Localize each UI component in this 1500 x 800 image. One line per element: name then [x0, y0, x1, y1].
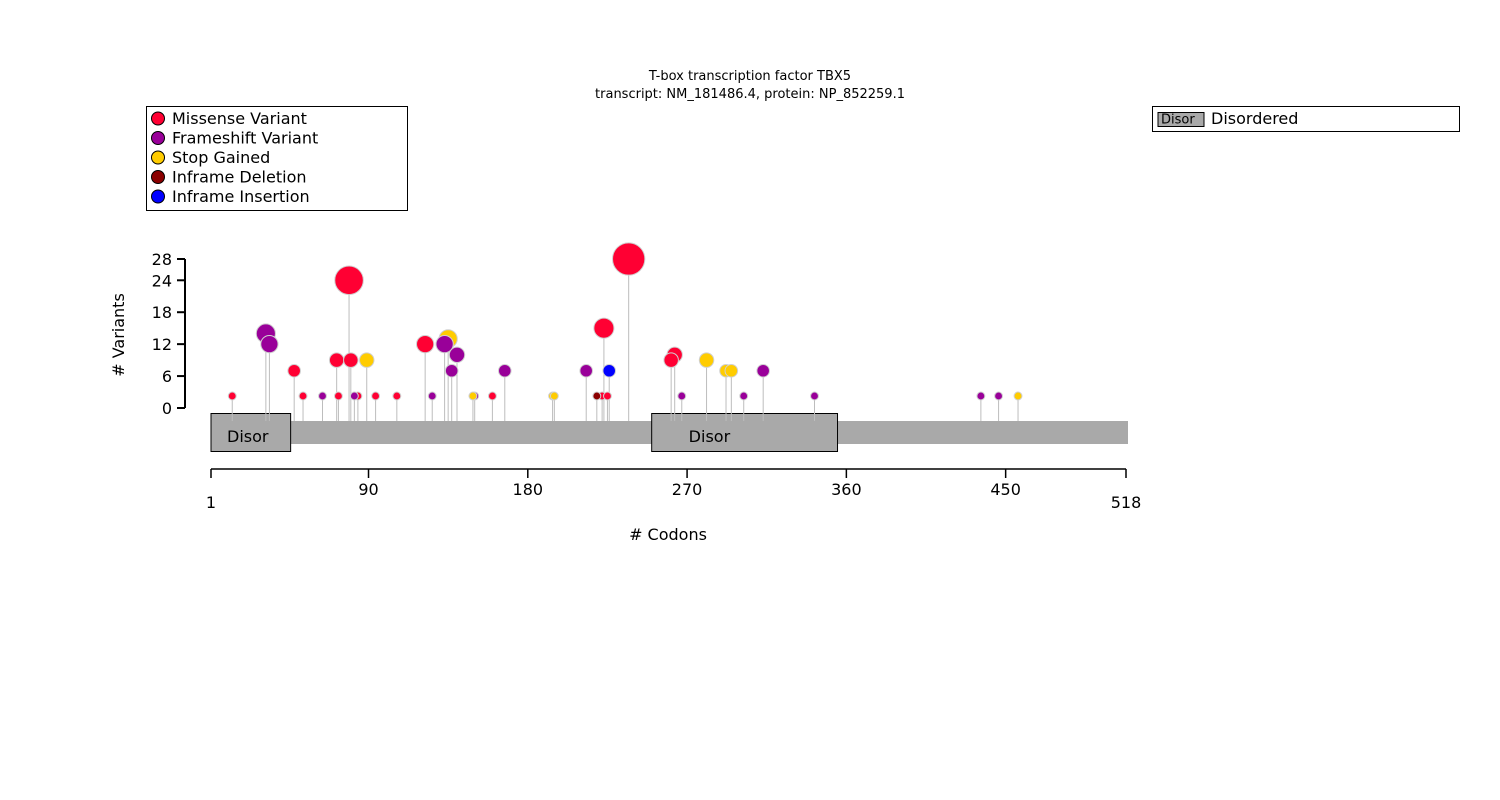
lollipop-head — [371, 391, 381, 401]
x-tick-label: 450 — [990, 480, 1021, 499]
y-tick-label: 28 — [152, 250, 172, 269]
x-axis: 1 90 180 270 360 450 518 — [206, 468, 1142, 512]
domain-label: Disor — [689, 427, 731, 446]
lollipop-head — [260, 335, 279, 354]
lollipop-head — [549, 391, 559, 401]
legend-label: Inframe Insertion — [172, 187, 310, 206]
x-tick-label: 180 — [513, 480, 544, 499]
y-tick-label: 12 — [152, 335, 172, 354]
lollipop-head — [328, 352, 345, 368]
lollipop-head — [810, 391, 819, 401]
lollipop-head — [416, 335, 435, 354]
lollipop-head — [349, 391, 359, 401]
y-axis: 0 6 12 18 24 28 — [152, 250, 186, 418]
variant-legend-box — [146, 106, 408, 211]
lollipop-head — [593, 317, 615, 339]
lollipop-head — [448, 346, 466, 363]
y-axis-label: # Variants — [109, 293, 128, 377]
y-tick-label: 6 — [162, 367, 172, 386]
domain-box — [651, 413, 839, 452]
protein-track: Disor Disor — [210, 413, 1128, 452]
lollipop-head — [592, 391, 602, 401]
lollipop-head — [724, 363, 739, 378]
lollipop-head — [612, 242, 646, 276]
lollipop-head — [698, 352, 715, 368]
lollipop-head — [756, 363, 770, 378]
lollipop-head — [318, 391, 327, 401]
lollipop-head — [603, 391, 612, 401]
x-tick-label: 90 — [358, 480, 378, 499]
domain-legend-swatch-label: Disor — [1161, 113, 1195, 128]
legend-marker — [151, 170, 165, 184]
lollipop-head — [579, 363, 593, 378]
lollipop-head — [287, 363, 301, 378]
legend-marker — [151, 131, 165, 145]
lollipop-head — [427, 391, 437, 401]
domain-label: Disor — [227, 427, 269, 446]
y-tick-label: 0 — [162, 399, 172, 418]
lollipop-head — [435, 335, 454, 354]
domain-legend-swatch — [1157, 112, 1205, 127]
legend-marker — [151, 150, 165, 165]
lollipop-head — [392, 391, 402, 401]
y-tick-label: 18 — [152, 303, 172, 322]
lollipop-head — [498, 363, 512, 378]
x-axis-label: # Codons — [629, 525, 707, 544]
legend-label: Inframe Deletion — [172, 168, 307, 187]
y-tick-label: 24 — [152, 271, 172, 290]
lollipop-head — [334, 265, 364, 296]
legend-label: Missense Variant — [172, 109, 307, 128]
x-tick-label: 360 — [831, 480, 862, 499]
legend-marker — [151, 111, 165, 126]
lollipop-head — [343, 352, 359, 368]
domain-legend: Disor Disordered — [1152, 106, 1460, 132]
x-tick-label: 1 — [206, 493, 216, 512]
lollipop-head — [994, 391, 1004, 401]
lollipop-head — [227, 391, 237, 401]
lollipop-head — [677, 391, 687, 401]
legend-marker — [151, 189, 165, 204]
lollipop-head — [298, 391, 308, 401]
lollipop-head — [333, 391, 343, 401]
x-tick-label: 270 — [672, 480, 703, 499]
lollipop-head — [487, 391, 497, 401]
domain-legend-label: Disordered — [1211, 109, 1298, 128]
chart-subtitle: transcript: NM_181486.4, protein: NP_852… — [595, 87, 905, 102]
domain-box — [210, 413, 292, 452]
legend-label: Frameshift Variant — [172, 129, 318, 148]
lollipop-head — [1013, 391, 1023, 401]
lollipop-heads — [227, 242, 1023, 401]
lollipop-head — [444, 363, 459, 378]
x-tick-label: 518 — [1111, 493, 1142, 512]
legend-label: Stop Gained — [172, 148, 270, 167]
lollipop-head — [976, 391, 986, 401]
lollipop-head — [359, 352, 375, 368]
lollipop-head — [468, 391, 478, 401]
chart-title: T-box transcription factor TBX5 — [648, 69, 851, 84]
lollipop-head — [739, 391, 749, 401]
lollipop-head — [602, 363, 617, 378]
lollipop-head — [663, 352, 679, 368]
